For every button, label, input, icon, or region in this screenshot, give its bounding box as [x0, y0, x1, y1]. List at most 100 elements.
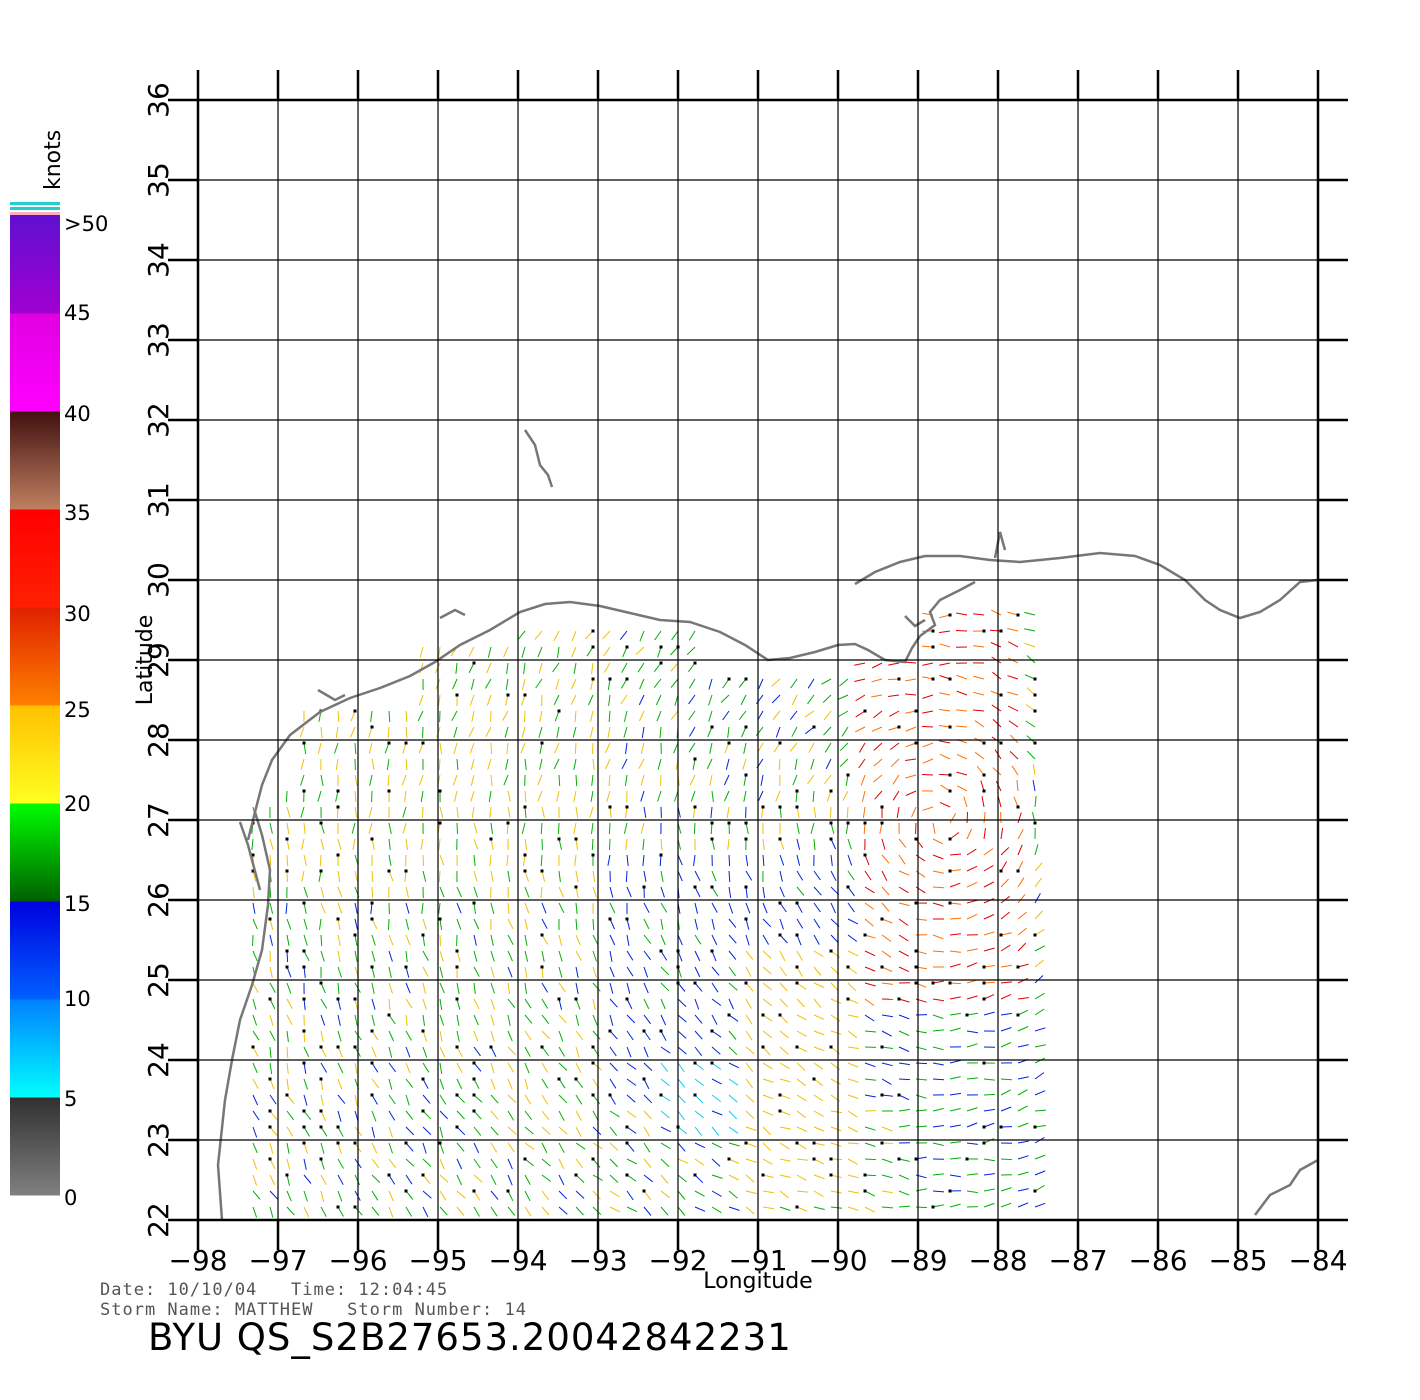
wind-vector: [830, 1030, 842, 1035]
wind-vector: [554, 742, 560, 754]
wind-vector: [388, 1174, 396, 1185]
wind-vector: [303, 918, 308, 930]
wind-vector: [864, 934, 876, 939]
wind-vector: [607, 726, 611, 738]
wind-vector: [286, 1014, 293, 1026]
wind-vector: [521, 726, 526, 738]
coastline-cuba: [1254, 1158, 1319, 1216]
wind-vector: [830, 1142, 842, 1147]
wind-vector: [622, 646, 628, 658]
wind-vector: [422, 1030, 428, 1042]
wind-vector: [473, 870, 478, 882]
wind-vector: [439, 886, 445, 898]
wind-vector: [456, 886, 462, 898]
wind-vector: [623, 726, 628, 738]
wind-vector: [438, 902, 441, 914]
wind-vector: [677, 1206, 686, 1216]
wind-vector: [541, 902, 547, 914]
rain-flag-marker: [438, 789, 442, 793]
wind-vector: [252, 902, 256, 914]
wind-vector: [609, 1142, 619, 1151]
wind-vector: [711, 902, 718, 913]
wind-vector: [670, 710, 679, 720]
wind-vector: [728, 1078, 739, 1086]
wind-vector: [983, 914, 995, 920]
rain-flag-marker: [710, 821, 714, 825]
wind-vector: [422, 1078, 429, 1089]
wind-vector: [419, 646, 424, 658]
wind-vector: [881, 934, 892, 942]
wind-vector: [939, 801, 951, 808]
wind-vector: [625, 870, 628, 883]
rain-flag-marker: [982, 1141, 986, 1145]
wind-vector: [490, 1110, 499, 1120]
wind-vector: [540, 822, 543, 835]
wind-vector: [520, 742, 526, 754]
wind-vector: [743, 790, 747, 802]
wind-vector: [983, 1078, 995, 1081]
wind-vector: [830, 1126, 842, 1132]
wind-vector: [874, 790, 883, 800]
rain-flag-marker: [370, 1061, 374, 1065]
wind-vector: [660, 838, 663, 851]
rain-flag-marker: [744, 725, 748, 729]
wind-vector: [354, 774, 358, 786]
wind-vector: [1034, 1170, 1046, 1176]
rain-flag-marker: [540, 965, 544, 969]
wind-vector: [371, 886, 374, 899]
wind-vector: [507, 1142, 515, 1153]
wind-vector: [966, 1043, 978, 1048]
wind-vector: [710, 806, 713, 818]
wind-vector: [438, 694, 441, 706]
wind-vector: [354, 1014, 358, 1026]
wind-vector: [932, 1204, 944, 1208]
wind-vector: [791, 726, 798, 737]
wind-vector: [762, 1206, 774, 1210]
wind-vector: [558, 966, 563, 978]
wind-vector: [711, 918, 715, 930]
lat-tick-label: 23: [142, 1122, 175, 1158]
rain-flag-marker: [319, 1125, 323, 1129]
wind-vector: [524, 790, 527, 803]
wind-vector: [881, 838, 886, 850]
wind-vector: [456, 806, 459, 818]
plot-frame: [168, 70, 1348, 1250]
scale-band: [10, 803, 60, 902]
rain-flag-marker: [948, 1189, 952, 1193]
wind-vector: [708, 678, 713, 690]
rain-flag-marker: [353, 1205, 357, 1209]
wind-vector: [932, 1173, 944, 1176]
wind-vector: [711, 966, 720, 976]
lat-tick-label: 22: [142, 1202, 175, 1238]
rain-flag-marker: [999, 1125, 1003, 1129]
wind-vector: [905, 774, 917, 779]
wind-vector: [420, 790, 424, 802]
wind-vector: [677, 1078, 686, 1088]
wind-vector: [439, 1126, 444, 1138]
rain-flag-marker: [557, 1077, 561, 1081]
wind-vector: [728, 854, 731, 867]
wind-vector: [711, 870, 717, 882]
wind-vector: [286, 982, 292, 994]
wind-vector: [590, 790, 594, 802]
rain-flag-marker: [693, 1093, 697, 1097]
lon-tick-label: −86: [1128, 1244, 1187, 1277]
wind-vector: [889, 710, 900, 717]
wind-vector: [541, 1206, 550, 1216]
wind-vector: [506, 822, 509, 835]
wind-vector: [269, 854, 272, 867]
wind-vector: [847, 1142, 860, 1145]
wind-vector: [990, 690, 1002, 696]
rain-flag-marker: [642, 1077, 646, 1081]
wind-vector: [541, 1094, 549, 1105]
wind-vector: [456, 998, 461, 1010]
wind-vector: [1017, 894, 1026, 904]
wind-vector: [405, 1030, 412, 1041]
wind-vector: [609, 1078, 617, 1089]
wind-vector: [709, 774, 713, 786]
wind-vector: [881, 1046, 893, 1049]
wind-vector: [796, 838, 801, 850]
wind-vector: [592, 1190, 601, 1200]
rain-flag-marker: [302, 1125, 306, 1129]
wind-vector: [990, 609, 1002, 616]
